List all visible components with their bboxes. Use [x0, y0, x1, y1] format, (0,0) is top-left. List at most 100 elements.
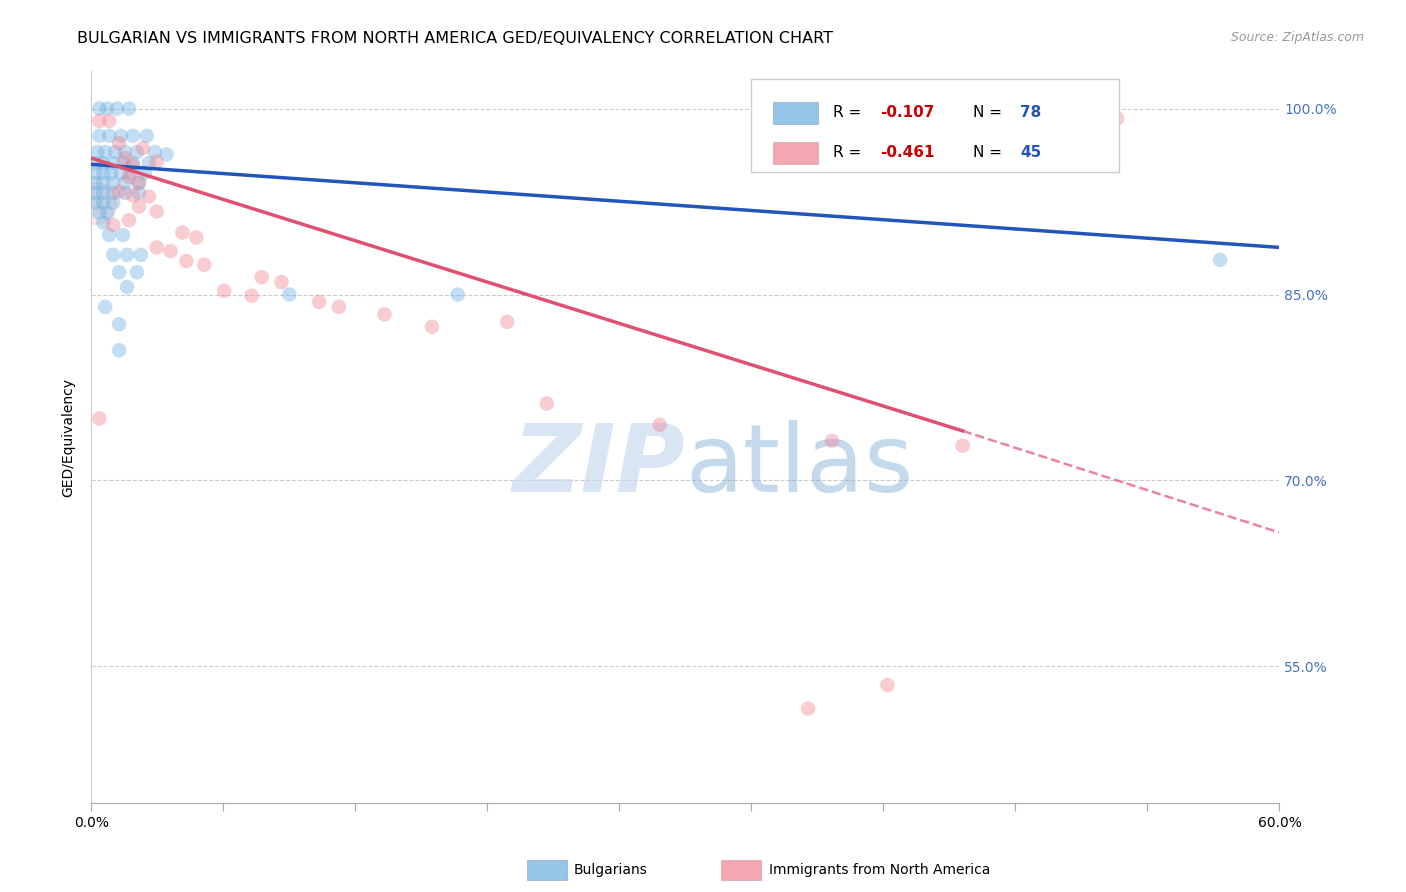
Point: [118, 102, 141, 116]
Point: [91, 195, 114, 210]
Point: [145, 154, 167, 169]
Point: [84, 195, 107, 210]
Point: [120, 166, 142, 180]
Point: [447, 287, 470, 301]
Text: Immigrants from North America: Immigrants from North America: [769, 863, 990, 877]
Point: [104, 145, 127, 159]
Point: [145, 240, 167, 254]
Point: [240, 289, 263, 303]
Point: [96, 102, 118, 116]
Point: [84, 156, 107, 170]
Point: [212, 284, 235, 298]
Point: [115, 280, 138, 294]
Text: ZIP: ZIP: [513, 420, 685, 512]
Point: [122, 156, 145, 170]
FancyBboxPatch shape: [751, 79, 1119, 171]
Point: [114, 145, 136, 159]
Point: [89, 205, 111, 219]
Y-axis label: GED/Equivalency: GED/Equivalency: [62, 377, 76, 497]
Text: -0.107: -0.107: [880, 105, 935, 120]
Point: [122, 159, 145, 173]
Point: [308, 295, 330, 310]
Point: [115, 248, 138, 262]
Point: [176, 254, 198, 268]
Point: [128, 176, 150, 190]
Point: [172, 226, 194, 240]
Point: [135, 128, 157, 143]
Point: [101, 176, 124, 190]
Point: [128, 199, 150, 213]
Text: 78: 78: [1021, 105, 1042, 120]
Point: [91, 216, 114, 230]
Text: BULGARIAN VS IMMIGRANTS FROM NORTH AMERICA GED/EQUIVALENCY CORRELATION CHART: BULGARIAN VS IMMIGRANTS FROM NORTH AMERI…: [77, 31, 834, 46]
Point: [536, 396, 558, 410]
Point: [101, 218, 124, 232]
Point: [125, 265, 148, 279]
Point: [250, 270, 273, 285]
Point: [91, 166, 114, 180]
Point: [134, 166, 156, 180]
Point: [108, 136, 131, 151]
Point: [112, 227, 135, 242]
FancyBboxPatch shape: [773, 102, 818, 124]
Point: [876, 678, 898, 692]
Point: [420, 319, 443, 334]
Point: [648, 417, 671, 432]
Point: [821, 434, 844, 448]
Point: [94, 145, 117, 159]
Point: [129, 248, 152, 262]
Point: [98, 227, 121, 242]
Text: Bulgarians: Bulgarians: [574, 863, 648, 877]
Point: [186, 230, 208, 244]
Point: [125, 145, 148, 159]
Text: atlas: atlas: [685, 420, 914, 512]
Point: [105, 102, 128, 116]
Point: [91, 156, 114, 170]
Point: [132, 141, 155, 155]
Text: R =: R =: [832, 105, 866, 120]
Point: [114, 186, 136, 200]
Point: [91, 176, 114, 190]
Point: [122, 128, 145, 143]
Point: [89, 128, 111, 143]
Point: [89, 102, 111, 116]
Point: [101, 195, 124, 210]
Point: [108, 318, 131, 332]
Point: [193, 258, 215, 272]
Point: [98, 128, 121, 143]
Point: [145, 204, 167, 219]
Point: [112, 156, 135, 170]
Point: [101, 156, 124, 170]
Point: [110, 128, 132, 143]
Point: [101, 186, 124, 200]
Point: [138, 156, 160, 170]
Point: [496, 315, 519, 329]
Point: [118, 213, 141, 227]
Point: [98, 114, 121, 128]
Point: [84, 195, 107, 210]
Point: [86, 145, 108, 159]
Text: R =: R =: [832, 145, 866, 161]
Point: [797, 701, 820, 715]
Point: [122, 188, 145, 202]
Point: [159, 244, 181, 259]
Point: [114, 176, 136, 190]
Point: [89, 114, 111, 128]
Text: Source: ZipAtlas.com: Source: ZipAtlas.com: [1230, 31, 1364, 45]
Point: [128, 186, 150, 200]
Point: [108, 343, 131, 358]
Point: [94, 300, 117, 314]
Point: [128, 176, 150, 190]
Point: [270, 275, 292, 289]
Point: [108, 265, 131, 279]
Point: [96, 205, 118, 219]
Point: [1107, 112, 1129, 126]
Point: [143, 145, 166, 159]
Point: [328, 300, 350, 314]
Point: [100, 166, 122, 180]
Point: [84, 166, 107, 180]
Point: [952, 439, 974, 453]
Text: N =: N =: [973, 145, 1007, 161]
Point: [110, 166, 132, 180]
Point: [114, 151, 136, 165]
